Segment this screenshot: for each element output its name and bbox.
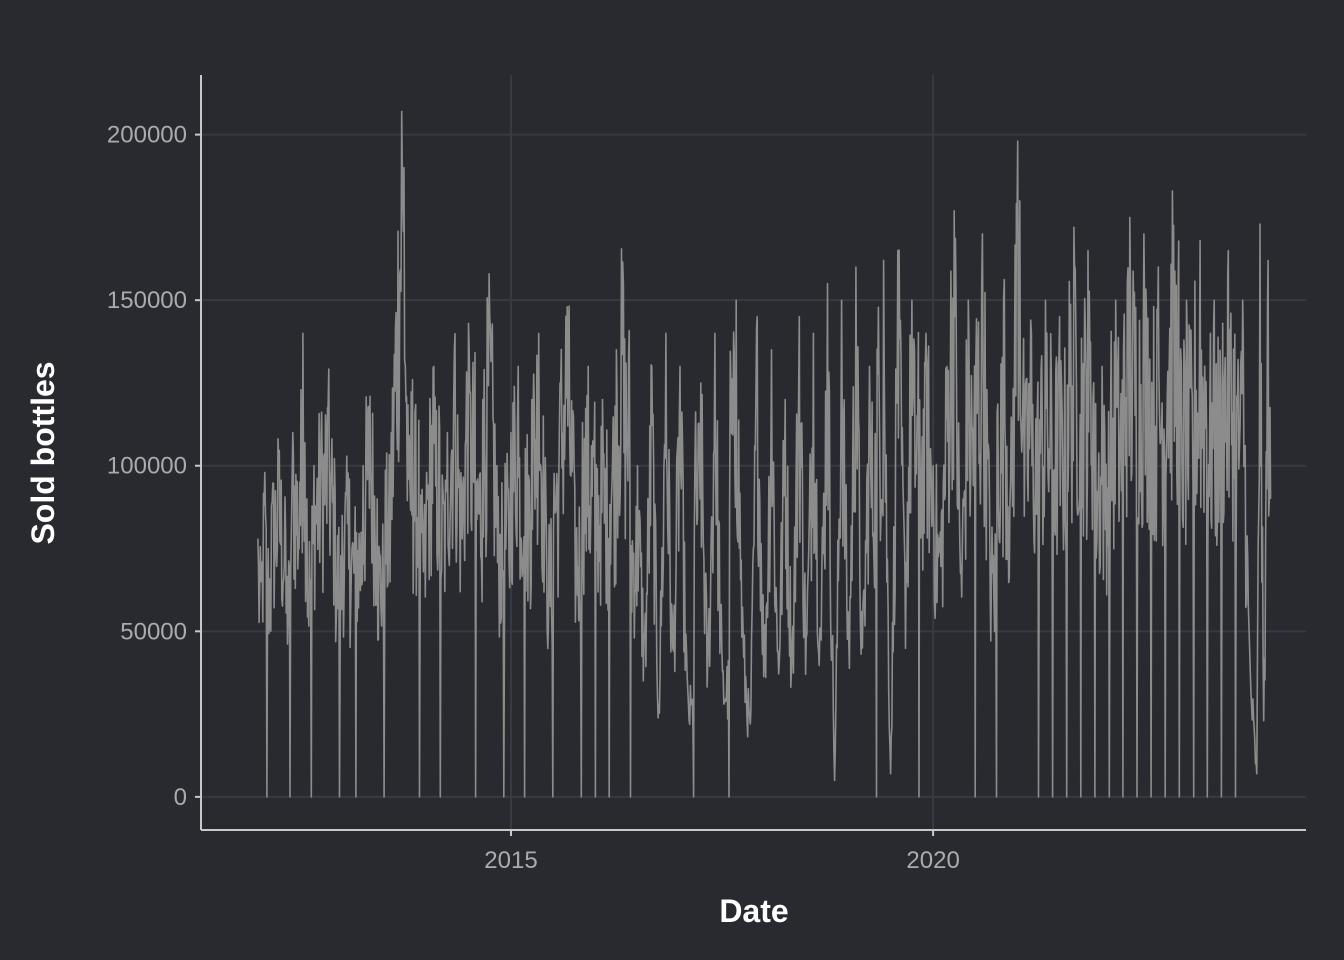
x-tick-label-1: 2020: [906, 847, 959, 874]
y-tick-labels: 0 50000 100000 150000 200000: [107, 122, 201, 811]
axes: [200, 75, 1306, 831]
x-tick-labels: 2015 2020: [484, 830, 960, 874]
y-tick-label-2: 100000: [107, 453, 187, 480]
y-tick-label-0: 0: [174, 784, 187, 811]
series-sold-bottles: [257, 110, 1272, 798]
y-tick-label-1: 50000: [120, 618, 187, 645]
y-tick-label-3: 150000: [107, 287, 187, 314]
x-axis-title: Date: [719, 893, 788, 929]
sold-bottles-line: [257, 110, 1272, 798]
y-axis-title: Sold bottles: [25, 361, 61, 544]
x-tick-label-0: 2015: [484, 847, 537, 874]
y-tick-label-4: 200000: [107, 122, 187, 149]
